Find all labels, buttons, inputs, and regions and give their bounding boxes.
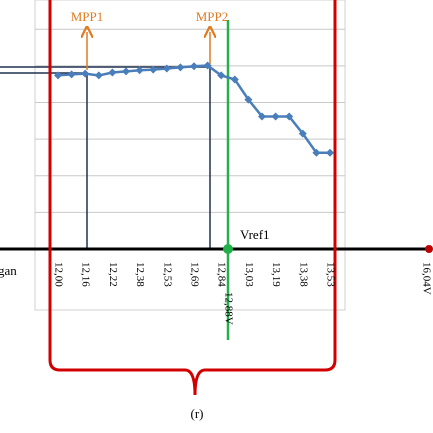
- x-tick-label: 13,03: [243, 262, 255, 287]
- point: [217, 71, 226, 80]
- point: [326, 148, 334, 157]
- point: [162, 64, 171, 73]
- point: [54, 71, 62, 80]
- point: [122, 67, 130, 76]
- point: [298, 129, 307, 138]
- point: [81, 69, 90, 78]
- x-tick-label: 13,19: [270, 262, 282, 287]
- vref-point: [223, 244, 233, 254]
- vref-value: 12,88V: [222, 292, 234, 325]
- brace: [48, 0, 337, 396]
- point: [203, 61, 212, 70]
- right-label: 16,04V: [420, 262, 432, 295]
- point: [67, 70, 76, 79]
- point: [230, 75, 239, 84]
- x-tick-label: 12,16: [80, 262, 92, 287]
- point: [285, 112, 294, 121]
- x-tick-label: 12,69: [188, 262, 200, 287]
- caption: (r): [191, 406, 204, 421]
- point: [108, 68, 117, 77]
- mpp2-label: MPP2: [196, 9, 229, 24]
- x-tick-label: 12,38: [134, 262, 146, 287]
- axis-end: [425, 245, 433, 253]
- x-tick-label: 13,53: [324, 262, 336, 287]
- left-label: gan: [0, 263, 17, 278]
- point: [244, 95, 253, 104]
- vref-label: Vref1: [240, 227, 270, 242]
- x-tick-label: 12,53: [161, 262, 173, 287]
- point: [312, 148, 321, 157]
- point: [149, 65, 158, 74]
- point: [271, 112, 280, 121]
- point: [258, 112, 266, 121]
- point: [176, 63, 185, 72]
- x-tick-label: 13,38: [297, 262, 309, 287]
- x-tick-label: 12,00: [52, 262, 64, 287]
- point: [94, 71, 103, 80]
- point: [135, 66, 144, 75]
- x-tick-label: 12,84: [216, 262, 228, 287]
- mpp1-label: MPP1: [71, 9, 104, 24]
- point: [190, 62, 198, 71]
- x-tick-label: 12,22: [107, 262, 119, 287]
